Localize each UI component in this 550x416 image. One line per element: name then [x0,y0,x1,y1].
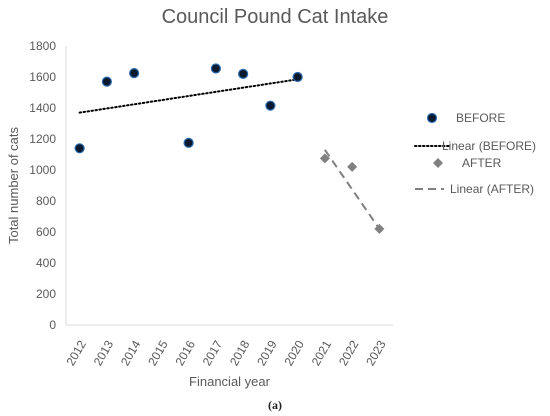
legend-label-linear-after: Linear (AFTER) [450,182,534,196]
data-point-before [238,68,249,80]
legend-marker-before [426,112,438,124]
x-tick-label: 2012 [63,338,89,368]
y-tick-label: 1400 [29,101,56,115]
y-tick-label: 0 [49,318,56,332]
trendline-linear-after [324,149,381,230]
legend-label-before: BEFORE [456,111,505,125]
y-tick-label: 800 [36,194,56,208]
data-point-before [292,71,303,83]
data-point-before [183,137,194,148]
x-tick-label: 2016 [172,338,198,368]
trendline-linear-before [78,78,299,114]
x-tick-label: 2020 [281,338,307,368]
y-tick-label: 600 [36,225,56,239]
x-tick-label: 2017 [200,338,226,368]
data-point-before [265,100,276,111]
x-tick-label: 2022 [336,338,362,368]
x-tick-label: 2023 [363,338,389,368]
y-tick-label: 1000 [29,163,56,177]
y-tick-label: 200 [36,287,56,301]
data-point-after [319,153,330,164]
data-point-before [210,63,221,74]
y-tick-label: 400 [36,256,56,270]
y-tick-label: 1800 [29,39,56,53]
x-axis-label: Financial year [189,374,271,389]
chart-title: Council Pound Cat Intake [161,6,389,28]
data-point-before [101,76,112,87]
x-tick-label: 2019 [254,338,280,368]
data-point-after [347,161,358,172]
x-tick-label: 2014 [118,338,144,368]
x-tick-label: 2013 [91,338,117,368]
data-point-before [74,143,85,154]
figure-caption: (a) [268,398,282,412]
legend-label-linear-before: Linear (BEFORE) [442,139,536,153]
y-axis-label: Total number of cats [6,126,21,244]
legend-label-after: AFTER [462,156,502,170]
legend-marker-after [433,158,443,168]
data-point-before [129,68,140,79]
x-tick-label: 2021 [309,338,335,368]
y-tick-label: 1200 [29,132,56,146]
data-point-after [374,223,385,234]
x-tick-label: 2018 [227,338,253,368]
x-tick-label: 2015 [145,338,171,368]
y-tick-label: 1600 [29,70,56,84]
